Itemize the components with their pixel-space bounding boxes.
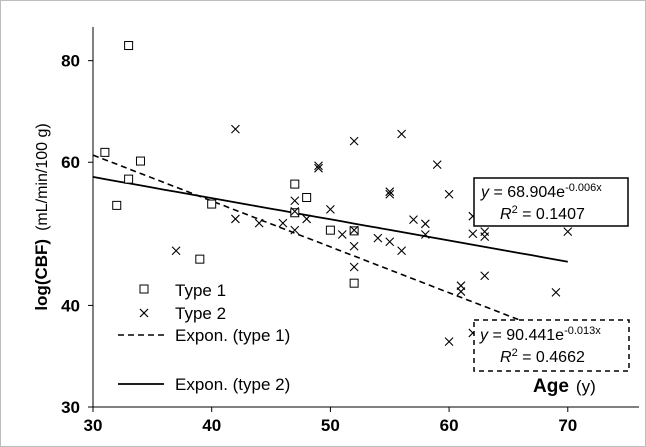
type2-point [231, 214, 240, 224]
type2-point [373, 233, 383, 243]
type2-point [385, 189, 395, 199]
type1-point [302, 192, 312, 202]
r2-type2: R2 = 0.1407 [500, 204, 585, 223]
type2-point [480, 271, 490, 281]
legend-label-expon-type1: Expon. (type 1) [175, 326, 290, 345]
equation-box-type2: y = 68.904e-0.006x R2 = 0.1407 [473, 177, 629, 227]
equation-box-type2-border [473, 177, 629, 227]
y-axis-label: log(CBF) (mL/min/100 g) [32, 123, 51, 310]
type2-point [349, 136, 359, 146]
y-axis-label-unit: (mL/min/100 g) [34, 123, 51, 231]
type2-point [254, 218, 264, 228]
type2-point [551, 288, 561, 297]
legend-label-type2: Type 2 [175, 304, 226, 323]
x-tick-label: 30 [84, 416, 103, 435]
type1-point [135, 156, 145, 166]
y-axis-label-main: log(CBF) [32, 239, 51, 311]
r2-type1: R2 = 0.4662 [500, 347, 585, 366]
x-axis-label-unit: (y) [576, 377, 596, 396]
type2-point [337, 230, 347, 239]
type2-point [385, 187, 395, 197]
legend-square-marker-icon [139, 284, 149, 294]
legend: Type 1 Type 2 Expon. (type 1) Expon. (ty… [118, 281, 290, 394]
legend-label-type1: Type 1 [175, 281, 226, 300]
type2-point [171, 246, 181, 256]
y-tick-label: 30 [61, 398, 80, 417]
type2-point [444, 337, 454, 347]
x-tick-label: 60 [440, 416, 459, 435]
type2-point [397, 246, 406, 256]
type1-point [124, 41, 134, 51]
type1-point [124, 174, 134, 184]
type1-point [100, 147, 110, 157]
equation-box-type1-border [473, 319, 630, 372]
type2-point [420, 230, 430, 239]
legend-label-expon-type2: Expon. (type 2) [175, 375, 290, 394]
x-axis-label: Age (y) [533, 376, 596, 397]
type2-point [444, 189, 454, 199]
type1-point [290, 179, 300, 189]
equation-box-type1: y = 90.441e-0.013x R2 = 0.4662 [473, 319, 630, 372]
type2-point [349, 262, 359, 272]
x-tick-label: 40 [202, 416, 221, 435]
type2-point [563, 227, 573, 236]
type2-point [349, 225, 359, 235]
x-ticks: 30 40 50 60 70 [84, 407, 577, 435]
type2-point [385, 237, 395, 247]
type2-point [314, 163, 323, 173]
y-tick-label: 80 [61, 52, 80, 71]
type1-point [207, 199, 217, 209]
equation-type1: y = 90.441e-0.013x [479, 325, 601, 344]
legend-x-marker-icon [139, 308, 149, 318]
type1-point [325, 225, 335, 235]
type2-point [397, 129, 406, 139]
type2-point [290, 225, 300, 235]
x-tick-label: 50 [321, 416, 340, 435]
type1-point [112, 200, 122, 210]
type2-point [468, 229, 478, 239]
y-tick-label: 40 [61, 296, 80, 315]
trend-line-type1 [92, 154, 521, 322]
type2-point [314, 161, 323, 171]
type2-point [278, 218, 288, 228]
trend-line-type2 [92, 176, 568, 263]
type1-point [349, 278, 359, 288]
type2-point [231, 124, 240, 134]
type2-point [326, 205, 335, 214]
type2-point [349, 241, 359, 251]
type2-point [432, 160, 442, 169]
equation-type2: y = 68.904e-0.006x [480, 182, 602, 201]
type2-point [290, 196, 300, 206]
type2-point [480, 232, 490, 242]
type2-point [456, 287, 466, 296]
y-ticks: 30 40 60 80 [61, 52, 93, 417]
type2-point [420, 219, 430, 229]
type2-point [302, 214, 312, 224]
type1-point [290, 208, 300, 218]
x-axis-label-main: Age [533, 376, 569, 397]
data-points [100, 41, 573, 347]
type1-point [195, 254, 205, 264]
type2-point [409, 215, 418, 225]
type2-point [290, 207, 300, 216]
y-tick-label: 60 [61, 153, 80, 172]
x-tick-label: 70 [558, 416, 577, 435]
